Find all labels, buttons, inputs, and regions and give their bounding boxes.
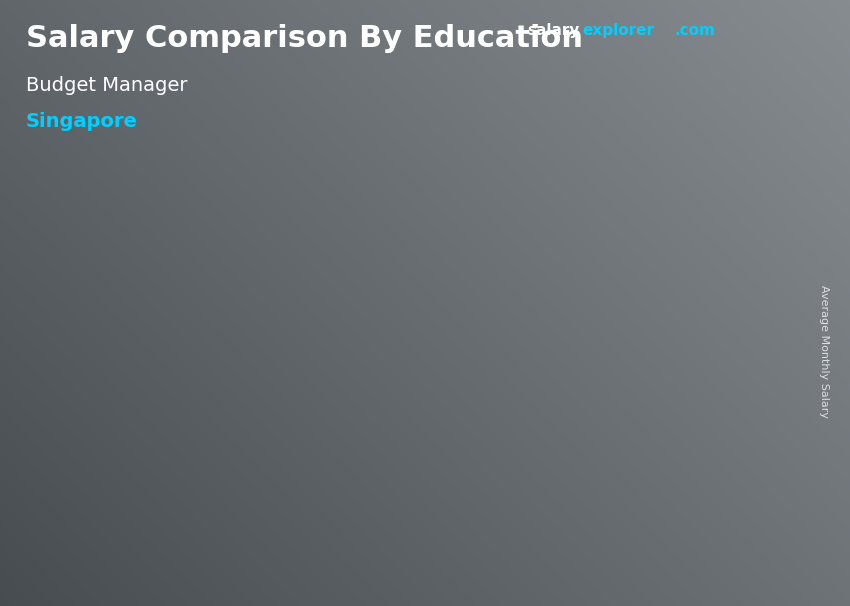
Text: Singapore: Singapore [26, 112, 138, 131]
Text: 7,940 SGD: 7,940 SGD [31, 355, 112, 370]
Text: ★: ★ [730, 52, 738, 61]
Polygon shape [607, 197, 711, 205]
Bar [654, 65, 774, 100]
Text: salary: salary [527, 23, 580, 38]
Circle shape [673, 39, 707, 59]
Text: Salary Comparison By Education: Salary Comparison By Education [26, 24, 582, 53]
Text: Average Monthly Salary: Average Monthly Salary [819, 285, 829, 418]
Polygon shape [374, 303, 462, 533]
Polygon shape [607, 205, 695, 533]
Polygon shape [462, 295, 479, 533]
Text: 12,000 SGD: 12,000 SGD [312, 279, 403, 293]
Circle shape [658, 36, 703, 62]
Bar [654, 30, 774, 65]
Polygon shape [230, 373, 246, 533]
Text: explorer: explorer [582, 23, 654, 38]
Text: ★: ★ [714, 52, 722, 61]
Text: ★: ★ [734, 38, 741, 47]
Text: 17,100 SGD: 17,100 SGD [545, 182, 636, 196]
Polygon shape [141, 373, 246, 381]
Text: .com: .com [674, 23, 715, 38]
Polygon shape [374, 295, 479, 303]
Polygon shape [695, 197, 711, 533]
Text: +52%: +52% [242, 298, 314, 318]
Polygon shape [141, 381, 230, 533]
Text: +42%: +42% [499, 197, 570, 217]
Text: ★: ★ [711, 38, 717, 47]
Text: Budget Manager: Budget Manager [26, 76, 187, 95]
Text: ★: ★ [724, 42, 732, 52]
